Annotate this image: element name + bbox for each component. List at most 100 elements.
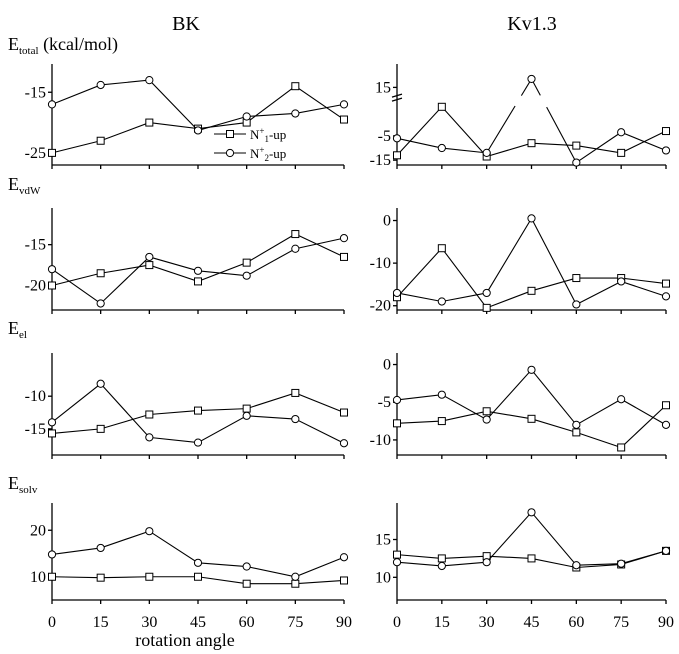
series-line-circle	[441, 147, 487, 154]
data-point-circle	[437, 561, 446, 571]
data-point-square	[194, 277, 202, 286]
data-point-square	[242, 579, 251, 588]
data-point-circle	[242, 112, 251, 121]
y-tick-label: -15	[25, 84, 46, 101]
data-point-square	[437, 244, 446, 253]
data-point-circle	[617, 277, 626, 286]
legend-label: N+2-up	[250, 145, 286, 163]
x-tick-label: 90	[658, 614, 674, 631]
data-point-square	[48, 429, 56, 438]
data-point-square	[340, 408, 348, 417]
y-tick-label: -10	[370, 255, 391, 272]
legend-circle-marker	[225, 148, 235, 158]
data-point-circle	[193, 558, 203, 567]
data-point-square	[291, 579, 300, 588]
data-point-circle	[47, 550, 57, 559]
data-point-circle	[437, 390, 446, 399]
data-point-square	[437, 554, 446, 563]
data-point-square	[291, 230, 300, 239]
data-point-square	[242, 258, 251, 267]
data-point-circle	[527, 74, 536, 84]
data-point-square	[482, 303, 491, 312]
x-axis-label: rotation angle	[135, 630, 234, 650]
data-point-circle	[437, 143, 446, 153]
y-tick-label: -5	[378, 128, 391, 145]
data-point-circle	[572, 561, 581, 570]
series-line-circle	[620, 131, 667, 151]
data-point-circle	[291, 244, 300, 253]
data-point-circle	[291, 572, 300, 581]
data-point-circle	[617, 128, 626, 137]
y-tick-label: 10	[375, 569, 391, 586]
data-point-circle	[242, 271, 251, 280]
data-point-circle	[291, 109, 300, 118]
panel-bk-e-vdw: -15 -20	[25, 208, 349, 314]
data-point-circle	[572, 300, 581, 309]
x-tick-label: 0	[48, 614, 56, 631]
data-point-square	[572, 274, 581, 283]
y-tick-label: 10	[30, 569, 46, 586]
data-point-circle	[96, 299, 105, 308]
series-line-circle	[396, 137, 442, 149]
row-label-el: Eel	[8, 318, 27, 341]
data-point-circle	[572, 158, 581, 167]
data-point-circle	[242, 411, 251, 420]
data-point-circle	[482, 415, 491, 424]
legend-item-circle: N+2-up	[214, 145, 286, 163]
data-point-circle	[392, 288, 402, 298]
data-point-square	[617, 443, 626, 452]
data-point-square	[242, 404, 251, 413]
data-point-square	[145, 261, 154, 270]
data-point-circle	[482, 288, 491, 298]
y-tick-label: -20	[370, 298, 391, 315]
series-line-square	[396, 247, 667, 309]
series-line-circle	[51, 530, 345, 578]
data-point-square	[662, 127, 670, 136]
panel-kv1-3-e-solv: 0 15 30 45 60 75 90 15 10	[375, 503, 674, 631]
data-point-circle	[145, 76, 154, 85]
panel-bk-e-solv: 0 15 30 45 60 75 90 20 10	[30, 503, 352, 631]
data-point-square	[340, 115, 348, 124]
data-point-circle	[47, 418, 57, 427]
data-point-circle	[661, 546, 671, 555]
data-point-circle	[617, 559, 626, 568]
y-tick-label: 20	[30, 522, 46, 539]
y-tick-label: 0	[383, 213, 391, 230]
x-tick-label: 30	[141, 614, 157, 631]
data-point-circle	[661, 146, 671, 155]
x-tick-label: 45	[190, 614, 206, 631]
legend-item-square: N+1-up	[214, 126, 286, 144]
data-point-circle	[527, 365, 536, 374]
data-point-circle	[661, 292, 671, 301]
data-point-square	[662, 401, 670, 410]
panel-bk-e-total: -15 -25	[25, 64, 349, 169]
data-point-square	[393, 419, 401, 428]
row-label-vdW: EvdW	[8, 174, 41, 197]
data-point-circle	[242, 562, 251, 571]
data-point-circle	[482, 148, 491, 157]
data-point-circle	[193, 266, 203, 275]
data-point-square	[527, 286, 536, 295]
series-line-circle	[486, 105, 516, 154]
data-point-circle	[145, 527, 154, 536]
x-tick-label: 75	[613, 614, 629, 631]
data-point-circle	[392, 134, 402, 143]
x-tick-label: 0	[393, 614, 401, 631]
data-point-circle	[437, 297, 446, 306]
data-point-square	[572, 428, 581, 437]
data-point-square	[437, 417, 446, 426]
data-point-square	[48, 281, 56, 290]
data-point-circle	[572, 420, 581, 429]
data-point-square	[96, 136, 105, 145]
data-point-circle	[47, 100, 57, 109]
y-tick-label: -5	[378, 394, 391, 411]
y-tick-label: 15	[375, 79, 391, 96]
data-point-square	[145, 572, 154, 581]
panel-bk-e-el: -10 -15	[25, 353, 349, 459]
y-tick-label: -15	[370, 152, 391, 169]
data-point-square	[291, 388, 300, 397]
data-point-square	[572, 141, 581, 150]
data-point-circle	[145, 433, 154, 442]
data-point-circle	[661, 420, 671, 429]
